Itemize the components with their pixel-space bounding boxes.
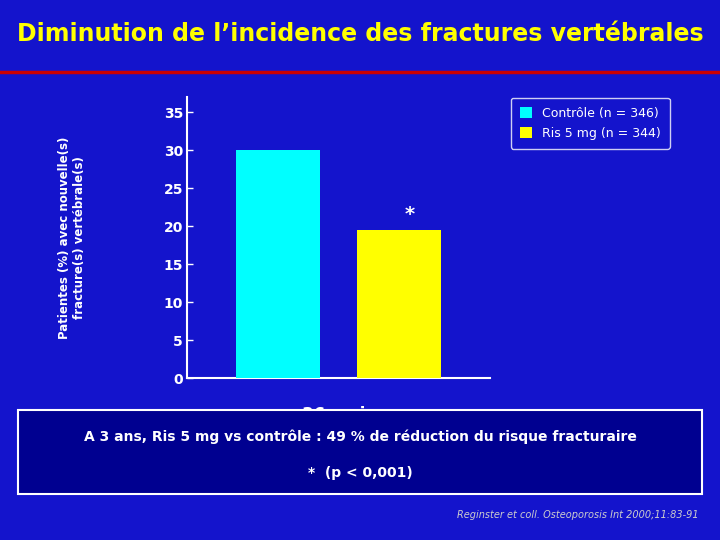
Legend: Contrôle (n = 346), Ris 5 mg (n = 344): Contrôle (n = 346), Ris 5 mg (n = 344) (511, 98, 670, 149)
Text: Patientes (%) avec nouvelle(s)
fracture(s) vertébrale(s): Patientes (%) avec nouvelle(s) fracture(… (58, 137, 86, 339)
Text: 36 mois: 36 mois (302, 406, 375, 424)
Bar (356, 230, 441, 378)
Text: A 3 ans, Ris 5 mg vs contrôle : 49 % de réduction du risque fracturaire: A 3 ans, Ris 5 mg vs contrôle : 49 % de … (84, 430, 636, 444)
Bar (235, 150, 320, 378)
Text: Reginster et coll. Osteoporosis Int 2000;11:83-91: Reginster et coll. Osteoporosis Int 2000… (456, 510, 698, 520)
Text: *  (p < 0,001): * (p < 0,001) (307, 466, 413, 480)
Text: *: * (405, 205, 415, 224)
Text: Diminution de l’incidence des fractures vertébrales: Diminution de l’incidence des fractures … (17, 22, 703, 46)
FancyBboxPatch shape (18, 410, 702, 494)
